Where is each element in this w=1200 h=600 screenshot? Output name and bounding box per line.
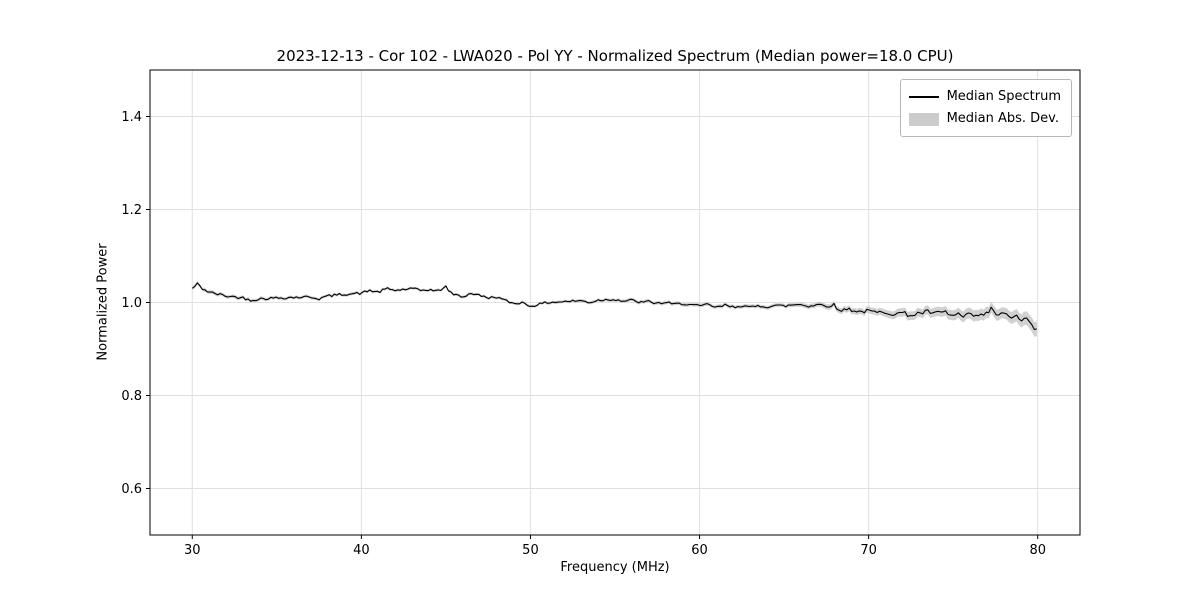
legend-item-median-spectrum: Median Spectrum (908, 86, 1061, 108)
svg-text:0.6: 0.6 (121, 482, 142, 497)
x-axis-label: Frequency (MHz) (560, 560, 670, 575)
svg-text:50: 50 (522, 543, 539, 558)
svg-text:40: 40 (353, 543, 370, 558)
svg-text:1.4: 1.4 (121, 110, 142, 125)
median-abs-dev-band-swatch (908, 112, 939, 126)
svg-text:1.0: 1.0 (121, 296, 142, 311)
legend-label-median-spectrum: Median Spectrum (946, 89, 1061, 104)
svg-text:0.8: 0.8 (121, 389, 142, 404)
svg-text:30: 30 (184, 543, 201, 558)
chart-title: 2023-12-13 - Cor 102 - LWA020 - Pol YY -… (276, 47, 954, 65)
svg-text:1.2: 1.2 (121, 203, 142, 218)
legend-label-median-abs-dev: Median Abs. Dev. (946, 111, 1060, 126)
legend-item-median-abs-dev: Median Abs. Dev. (908, 108, 1061, 130)
legend: Median Spectrum Median Abs. Dev. (899, 79, 1072, 137)
y-axis-label: Normalized Power (95, 243, 111, 361)
median-spectrum-line-swatch (908, 96, 939, 98)
svg-text:80: 80 (1029, 543, 1046, 558)
svg-text:70: 70 (860, 543, 877, 558)
svg-text:60: 60 (691, 543, 708, 558)
